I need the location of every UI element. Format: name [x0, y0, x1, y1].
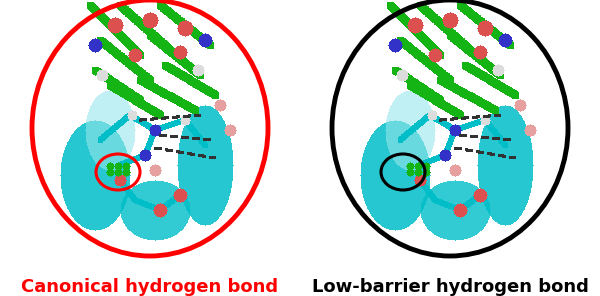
Text: Canonical hydrogen bond: Canonical hydrogen bond [22, 278, 278, 296]
Text: Low-barrier hydrogen bond: Low-barrier hydrogen bond [311, 278, 589, 296]
